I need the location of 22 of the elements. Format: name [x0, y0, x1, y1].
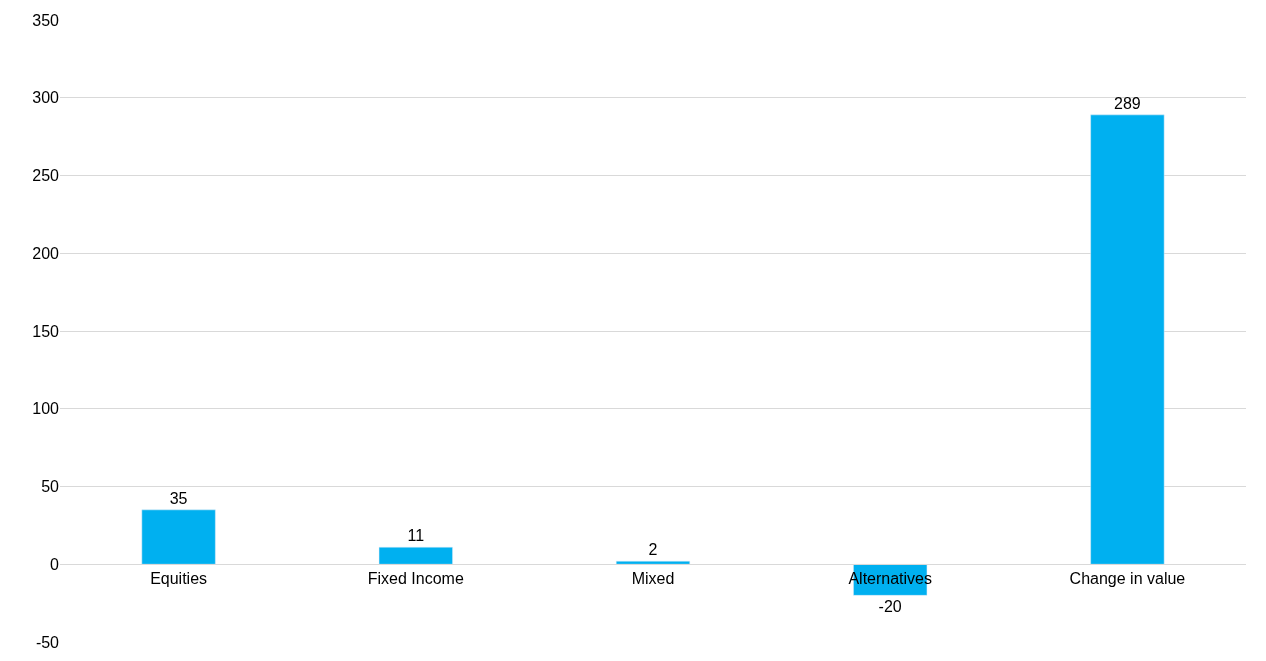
x-tick-label: Equities: [150, 570, 208, 588]
data-label: -20: [878, 598, 902, 616]
y-tick-label: 350: [32, 11, 60, 29]
y-tick-label: 100: [32, 400, 60, 418]
y-tick-label: 300: [32, 89, 60, 107]
bar: [378, 546, 453, 565]
y-tick-label: 250: [32, 167, 60, 185]
y-tick-label: 0: [50, 555, 60, 573]
bar: [615, 560, 691, 565]
x-tick-label: Change in value: [1069, 570, 1186, 588]
data-label: 289: [1114, 94, 1141, 112]
data-label: 11: [407, 527, 425, 545]
x-tick-label: Fixed Income: [367, 570, 464, 588]
y-tick-label: 50: [41, 478, 60, 496]
x-tick-label: Mixed: [631, 570, 675, 588]
data-label: 2: [648, 541, 658, 559]
data-label: 35: [169, 489, 188, 507]
bar: [141, 509, 216, 565]
bar: [1090, 114, 1165, 565]
y-tick-label: 200: [32, 244, 60, 262]
y-tick-label: 150: [32, 322, 60, 340]
y-tick-label: -50: [35, 633, 60, 651]
